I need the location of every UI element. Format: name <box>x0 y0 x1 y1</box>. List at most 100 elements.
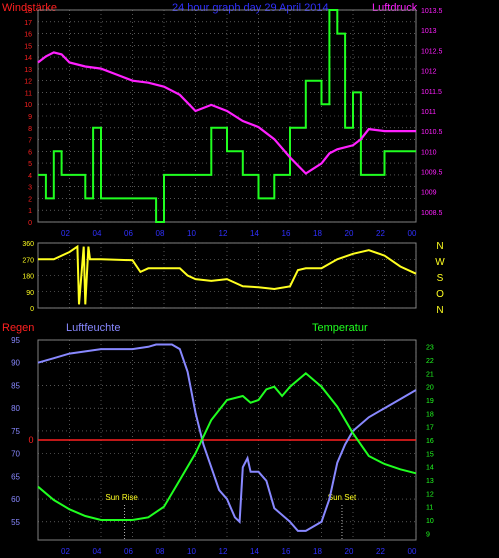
chart1-xtick: 00 <box>408 229 417 238</box>
chart3-xtick: 06 <box>124 547 133 556</box>
chart3-y2tick: 9 <box>426 531 430 538</box>
chart1-xtick: 22 <box>376 229 385 238</box>
chart1-ytick: 0 <box>28 220 32 227</box>
chart3-xtick: 04 <box>93 547 102 556</box>
chart3-ytick: 95 <box>11 336 20 345</box>
chart3-series-temperature-line <box>37 371 417 521</box>
chart2-direction-label: N <box>436 305 443 316</box>
chart3-ytick: 80 <box>11 404 20 413</box>
chart3-y2tick: 21 <box>426 371 434 378</box>
chart3-xtick: 16 <box>282 547 291 556</box>
chart1-y2tick: 1012.5 <box>421 48 443 55</box>
chart1-ytick: 14 <box>24 55 32 62</box>
chart1-xtick: 08 <box>156 229 165 238</box>
chart1-xtick: 18 <box>313 229 322 238</box>
chart3-ytick: 60 <box>11 495 20 504</box>
chart1-y2label: Luftdruck <box>372 2 418 14</box>
chart2-direction-label: O <box>436 289 444 300</box>
chart1-ytick: 7 <box>28 138 32 145</box>
chart3-ytick: 55 <box>11 518 20 527</box>
chart2-direction-label: W <box>435 257 445 268</box>
chart2-ytick: 90 <box>26 290 34 297</box>
chart1-xtick: 10 <box>187 229 196 238</box>
chart3-y2tick: 11 <box>426 505 433 512</box>
chart1-xtick: 06 <box>124 229 133 238</box>
chart3-ytick: 75 <box>11 427 20 436</box>
chart1-xtick: 20 <box>345 229 354 238</box>
chart3-y2tick: 10 <box>426 518 434 525</box>
chart1-ytick: 10 <box>24 102 32 109</box>
chart1-ytick: 15 <box>24 43 32 50</box>
chart2-direction-label: N <box>436 241 443 252</box>
chart1-ytick: 3 <box>28 185 32 192</box>
chart1-ytick: 4 <box>28 173 32 180</box>
chart3-y2tick: 23 <box>426 345 434 352</box>
chart1-y2tick: 1011.5 <box>421 89 442 96</box>
chart1-y2tick: 1011 <box>421 109 436 116</box>
chart1-ytick: 6 <box>28 149 32 156</box>
chart1-ytick: 11 <box>25 90 32 97</box>
chart3-y2label: Temperatur <box>312 322 368 334</box>
chart1-ytick: 5 <box>28 161 32 168</box>
chart3-ytick: 85 <box>11 381 20 390</box>
chart3-y2tick: 13 <box>426 478 434 485</box>
chart1-xtick: 04 <box>93 229 102 238</box>
chart3-sunrise-label: Sun Rise <box>105 493 138 502</box>
chart1-y2tick: 1009.5 <box>421 170 443 177</box>
chart1-y2tick: 1013.5 <box>421 8 443 15</box>
chart3-ylabel: Regen <box>2 322 34 334</box>
chart1-ytick: 13 <box>24 67 32 74</box>
chart1-xtick: 14 <box>250 229 259 238</box>
chart3-ytick: 90 <box>11 359 20 368</box>
chart2-ytick: 0 <box>30 306 34 313</box>
chart3-y2tick: 12 <box>426 491 434 498</box>
chart1-ytick: 16 <box>24 32 32 39</box>
chart1-y2tick: 1012 <box>421 69 437 76</box>
chart1-ytick: 1 <box>28 208 32 215</box>
chart3-ytick: 65 <box>11 472 20 481</box>
chart3-series-label-humidity: Luftfeuchte <box>66 322 120 334</box>
chart3-xtick: 22 <box>376 547 385 556</box>
chart2-ytick: 270 <box>22 257 34 264</box>
chart1-ytick: 9 <box>28 114 32 121</box>
chart3-xtick: 02 <box>61 547 70 556</box>
chart3-y2tick: 22 <box>426 358 434 365</box>
chart3-xtick: 08 <box>156 547 165 556</box>
chart3-y2tick: 14 <box>426 465 434 472</box>
chart1-ylabel: Windstärke <box>2 2 57 14</box>
chart3-y2tick: 17 <box>426 425 434 432</box>
chart3-xtick: 18 <box>313 547 322 556</box>
chart3-xtick: 20 <box>345 547 354 556</box>
chart1-ytick: 8 <box>28 126 32 133</box>
chart2-series-direction-line <box>38 244 417 305</box>
chart1-title: 24 hour graph day 29 April 2014 <box>172 2 329 14</box>
chart1-ytick: 18 <box>24 8 32 15</box>
chart1-y2tick: 1010 <box>421 149 437 156</box>
chart3-sunset-label: Sun Set <box>328 493 357 502</box>
chart1-xtick: 02 <box>61 229 70 238</box>
chart3-xtick: 00 <box>408 547 417 556</box>
chart1-series-pressure-line <box>37 51 416 175</box>
chart2-ytick: 360 <box>22 241 34 248</box>
chart3-y2tick: 15 <box>426 451 434 458</box>
chart1-ytick: 2 <box>28 196 32 203</box>
chart3-xtick: 12 <box>219 547 228 556</box>
chart1-y2tick: 1010.5 <box>421 129 443 136</box>
chart2-direction-label: S <box>437 273 444 284</box>
chart1-y2tick: 1013 <box>421 28 437 35</box>
chart3-y2tick: 20 <box>426 385 434 392</box>
chart3-ytick: 70 <box>11 450 20 459</box>
chart3-y2tick: 16 <box>426 438 434 445</box>
chart2-ytick: 180 <box>22 274 34 281</box>
chart3-y2tick: 19 <box>426 398 434 405</box>
chart1-series-wind-line <box>38 9 416 223</box>
chart3-y2tick: 18 <box>426 411 434 418</box>
chart3-rain-zero-label: 0 <box>28 435 33 445</box>
chart1-y2tick: 1009 <box>421 190 437 197</box>
chart3-xtick: 14 <box>250 547 259 556</box>
chart1-ytick: 17 <box>24 20 32 27</box>
chart1-ytick: 12 <box>24 79 32 86</box>
chart3-xtick: 10 <box>187 547 196 556</box>
chart1-xtick: 16 <box>282 229 291 238</box>
